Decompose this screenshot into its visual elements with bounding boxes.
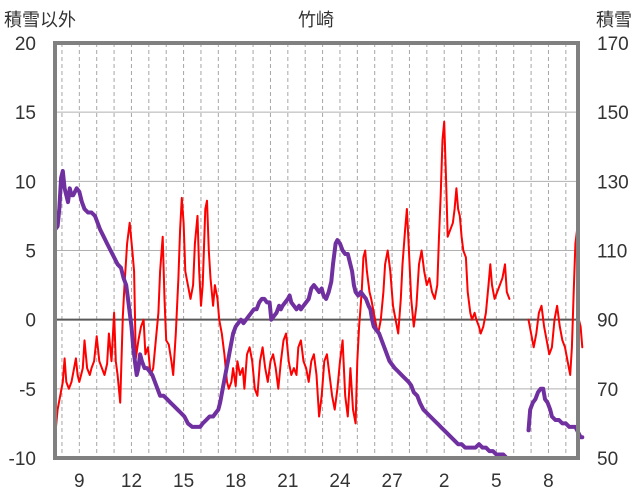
- right-axis-ticks: 50 70 90 110 130 150 170: [597, 34, 629, 470]
- x-tick-label: 18: [225, 471, 246, 492]
- right-tick-label: 90: [597, 311, 618, 332]
- x-tick-label: 21: [277, 471, 298, 492]
- temperature-line-0: [54, 120, 511, 439]
- x-tick-label: 2: [439, 471, 450, 492]
- left-tick-label: 0: [25, 311, 36, 332]
- x-tick-label: 15: [173, 471, 194, 492]
- plot-frame: [53, 41, 580, 460]
- left-tick-label: 20: [15, 34, 36, 55]
- x-tick-label: 5: [491, 471, 502, 492]
- left-tick-label: -5: [19, 380, 36, 401]
- left-axis-ticks: -10 -5 0 5 10 15 20: [9, 34, 36, 470]
- left-tick-label: -10: [9, 449, 36, 470]
- snow-depth-line-2: [53, 169, 512, 460]
- chart-title: 竹崎: [298, 10, 334, 31]
- left-tick-label: 15: [15, 103, 36, 124]
- x-tick-label: 12: [121, 471, 142, 492]
- right-axis-label: 積雪: [596, 10, 632, 31]
- right-tick-label: 150: [597, 103, 629, 124]
- snow-depth-line-3: [526, 386, 585, 440]
- x-tick-label: 27: [382, 471, 403, 492]
- gridlines: [55, 43, 578, 458]
- x-tick-label: 9: [74, 471, 85, 492]
- left-tick-label: 10: [15, 172, 36, 193]
- left-axis-label: 積雪以外: [4, 10, 76, 31]
- temperature-line-1: [527, 228, 584, 376]
- right-tick-label: 130: [597, 172, 629, 193]
- right-tick-label: 170: [597, 34, 629, 55]
- x-tick-label: 24: [329, 471, 351, 492]
- x-tick-label: 8: [543, 471, 554, 492]
- right-tick-label: 70: [597, 380, 618, 401]
- right-tick-label: 110: [597, 242, 627, 263]
- right-tick-label: 50: [597, 449, 618, 470]
- series: [53, 120, 585, 460]
- left-tick-label: 5: [25, 242, 36, 263]
- x-axis-ticks: 9 12 15 18 21 24 27 2 5 8: [74, 471, 554, 492]
